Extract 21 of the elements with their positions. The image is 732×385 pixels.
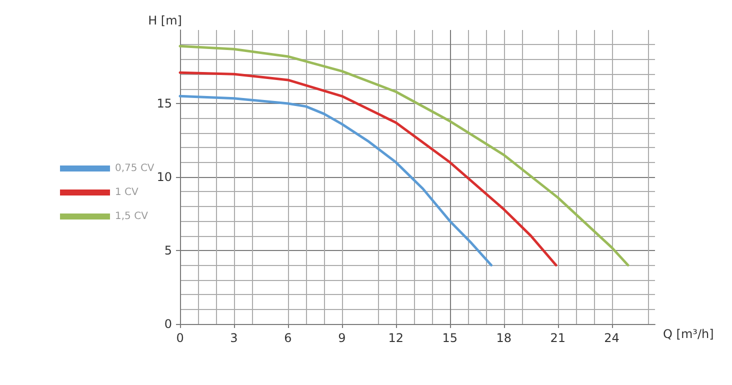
x-tick-label: 15 — [442, 331, 458, 345]
line-series — [178, 94, 493, 266]
y-axis-title: H [m] — [148, 14, 182, 28]
y-tick-label: 10 — [156, 170, 172, 184]
x-tick-label: 12 — [388, 331, 404, 345]
legend-label: 1 CV — [115, 187, 139, 198]
line-series — [178, 71, 558, 266]
x-tick-label: 24 — [604, 331, 620, 345]
x-tick-label: 21 — [550, 331, 566, 345]
y-tick-label: 0 — [164, 317, 172, 331]
x-tick-label: 6 — [284, 331, 292, 345]
line-series — [178, 44, 630, 266]
y-tick-label: 5 — [164, 244, 172, 258]
x-tick-label: 18 — [496, 331, 512, 345]
legend-label: 1,5 CV — [115, 211, 148, 222]
legend-label: 0,75 CV — [115, 163, 154, 174]
x-axis-title: Q [m³/h] — [663, 327, 714, 341]
x-tick-label: 0 — [176, 331, 184, 345]
x-tick-label: 3 — [230, 331, 238, 345]
y-tick-label: 15 — [156, 96, 172, 110]
x-tick-label: 9 — [338, 331, 346, 345]
